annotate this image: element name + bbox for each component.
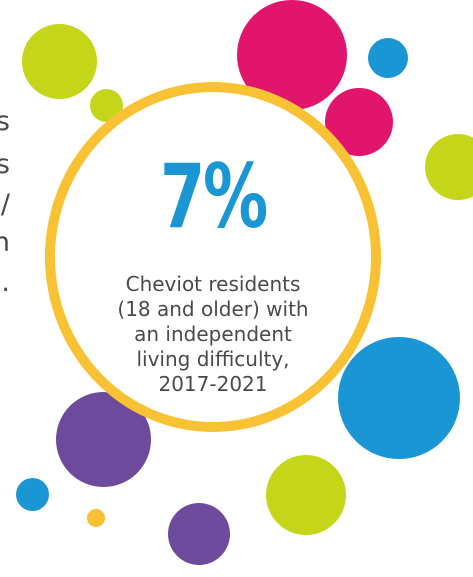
stat-description: Cheviot residents (18 and older) with an…: [117, 272, 309, 396]
edge-text-fragment: s: [0, 106, 10, 137]
edge-text-fragment: s: [0, 149, 10, 180]
stat-circle: 7% Cheviot residents (18 and older) with…: [45, 82, 381, 432]
lime-circle: [425, 134, 473, 200]
purple-circle: [168, 503, 230, 565]
edge-text-fragment: .: [1, 267, 10, 298]
edge-text-fragment: /: [0, 189, 10, 220]
blue-circle: [338, 337, 460, 459]
yellow-circle: [87, 509, 105, 527]
edge-text-fragment: h: [0, 227, 10, 258]
lime-circle: [266, 455, 346, 535]
stat-value: 7%: [159, 145, 268, 248]
lime-circle: [22, 24, 97, 99]
blue-circle: [16, 478, 49, 511]
blue-circle: [368, 38, 408, 78]
